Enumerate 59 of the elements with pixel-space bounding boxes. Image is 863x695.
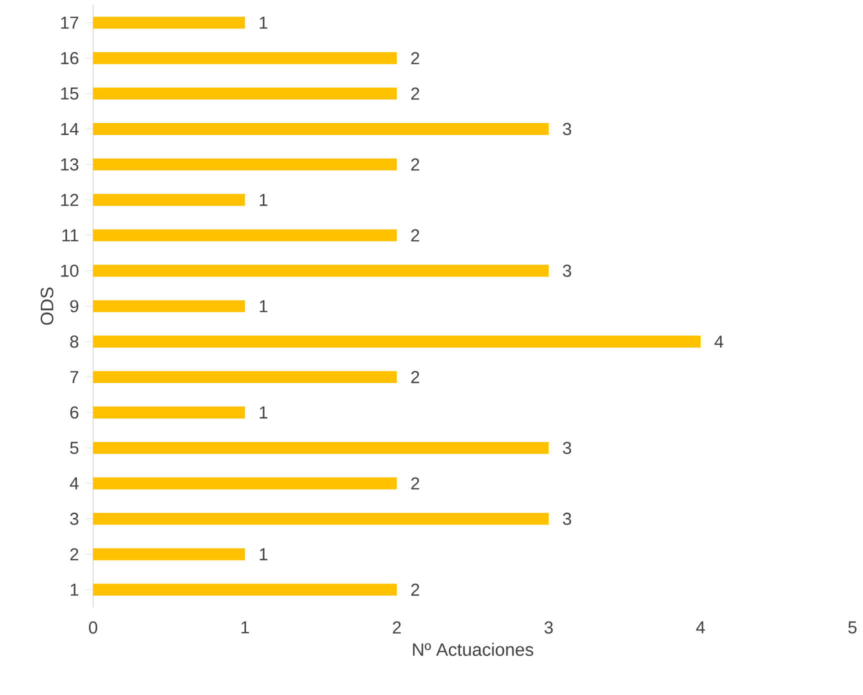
y-tick-label: 5 [70, 442, 78, 454]
bar [93, 158, 397, 170]
y-tick-label: 17 [61, 16, 78, 29]
bar [93, 512, 549, 525]
data-label: 2 [411, 477, 420, 490]
bar [93, 371, 397, 383]
bar [93, 300, 245, 312]
y-tick-label: 2 [70, 548, 78, 560]
data-label: 2 [411, 87, 420, 100]
y-tick-label: 7 [70, 371, 78, 383]
y-tick-label: 10 [61, 264, 78, 277]
x-tick-label: 0 [88, 621, 98, 634]
y-tick-label: 14 [61, 122, 79, 135]
y-axis-title: ODS [40, 287, 54, 325]
y-tick-label: 4 [70, 477, 79, 490]
bar [93, 406, 245, 418]
x-axis-title: Nº Actuaciones [413, 642, 534, 656]
data-label: 2 [411, 229, 420, 242]
x-tick-label: 5 [848, 621, 857, 634]
data-label: 1 [260, 16, 268, 29]
data-label: 1 [260, 548, 268, 560]
y-tick-label: 8 [70, 335, 78, 348]
x-tick-label: 2 [392, 621, 401, 634]
data-label: 1 [260, 194, 268, 206]
data-label: 3 [562, 442, 572, 454]
bar [93, 122, 549, 135]
y-tick-label: 16 [61, 52, 78, 64]
data-label: 3 [562, 122, 572, 136]
y-tick-label: 1 [70, 584, 78, 596]
bar [93, 584, 397, 596]
y-tick-label: 11 [62, 229, 78, 242]
data-label: 4 [714, 336, 724, 348]
bar [93, 442, 549, 454]
data-label: 3 [562, 264, 572, 277]
y-tick-label: 15 [61, 87, 78, 100]
bar [93, 264, 549, 277]
x-tick-label: 1 [241, 621, 249, 634]
bar [93, 336, 701, 348]
y-tick-label: 9 [70, 300, 78, 312]
x-tick-label: 4 [696, 621, 705, 634]
data-label: 3 [562, 512, 572, 525]
y-tick-label: 13 [61, 158, 78, 170]
x-tick-label: 3 [544, 621, 553, 634]
data-label: 1 [260, 406, 268, 418]
bar [93, 16, 245, 29]
bar [93, 52, 397, 64]
data-label: 2 [411, 584, 420, 596]
bar [93, 548, 245, 560]
y-tick-label: 12 [61, 194, 78, 206]
bar [93, 88, 397, 100]
bar [93, 477, 397, 490]
data-label: 2 [411, 52, 420, 64]
data-label: 2 [411, 158, 420, 170]
data-label: 1 [260, 300, 268, 312]
y-tick-label: 3 [70, 512, 78, 525]
bar [93, 194, 245, 206]
data-label: 2 [411, 370, 420, 384]
y-tick-label: 6 [70, 406, 78, 419]
bar [93, 229, 397, 242]
